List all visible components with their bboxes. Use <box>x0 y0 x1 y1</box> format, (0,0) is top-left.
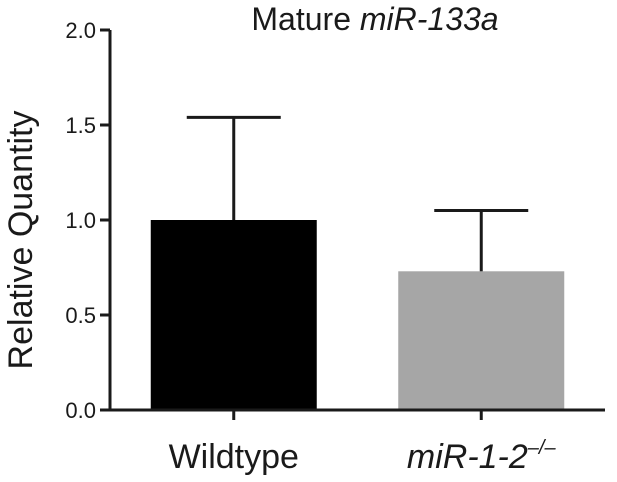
error-bar <box>186 115 281 220</box>
y-tick-label: 1.0 <box>65 208 96 233</box>
y-axis-ticks: 0.0 0.5 1.0 1.5 2.0 <box>65 18 110 423</box>
y-tick-label: 0.0 <box>65 398 96 423</box>
y-tick-label: 1.5 <box>65 113 96 138</box>
bar-wildtype <box>150 220 317 410</box>
bars-layer <box>150 220 565 410</box>
x-tick-label: miR-1-2–/– <box>407 437 557 476</box>
bar-mir-1-2 <box>398 271 565 410</box>
x-axis-ticks: Wildtype miR-1-2–/– <box>169 410 557 476</box>
chart-title: Mature miR-133a <box>251 1 498 37</box>
x-tick-label: Wildtype <box>169 438 299 476</box>
y-axis-label: Relative Quantity <box>2 111 40 370</box>
error-bar <box>434 209 529 272</box>
y-tick-label: 0.5 <box>65 303 96 328</box>
error-bars-layer <box>186 115 529 272</box>
y-tick-label: 2.0 <box>65 18 96 43</box>
